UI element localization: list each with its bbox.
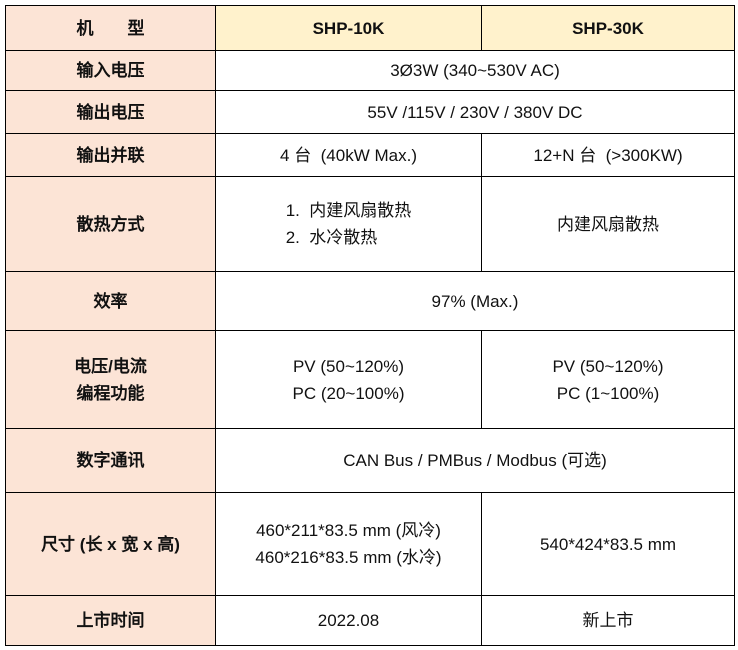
parallel-shp30k: 12+N 台 (>300KW) — [481, 133, 735, 177]
programming-shp10k: PV (50~120%) PC (20~100%) — [215, 330, 482, 429]
model-label: 机 型 — [5, 5, 216, 51]
pv-range: PV (50~120%) — [292, 356, 405, 376]
communication-value: CAN Bus / PMBus / Modbus (可选) — [215, 428, 735, 493]
input-voltage-value: 3Ø3W (340~530V AC) — [215, 50, 735, 91]
row-label-line: 电压/电流 — [74, 356, 147, 376]
efficiency-value: 97% (Max.) — [215, 271, 735, 331]
table-row: 上市时间 2022.08 新上市 — [5, 595, 735, 646]
row-label: 数字通讯 — [5, 428, 216, 493]
dimension-line: 460*216*83.5 mm (水冷) — [255, 548, 442, 567]
table-row: 尺寸 (长 x 宽 x 高) 460*211*83.5 mm (风冷) 460*… — [5, 492, 735, 596]
table-row: 效率 97% (Max.) — [5, 271, 735, 331]
parallel-shp10k: 4 台 (40kW Max.) — [215, 133, 482, 177]
row-label: 输入电压 — [5, 50, 216, 91]
model-shp10k: SHP-10K — [215, 5, 482, 51]
launch-shp30k: 新上市 — [481, 595, 735, 646]
dimensions-shp10k: 460*211*83.5 mm (风冷) 460*216*83.5 mm (水冷… — [215, 492, 482, 596]
spec-table: 机 型 SHP-10K SHP-30K 输入电压 3Ø3W (340~530V … — [5, 5, 735, 646]
table-row: 输出电压 55V /115V / 230V / 380V DC — [5, 90, 735, 134]
row-label-line: 编程功能 — [76, 383, 145, 403]
table-row: 散热方式 1. 内建风扇散热 2. 水冷散热 内建风扇散热 — [5, 176, 735, 272]
list-item: 2. 水冷散热 — [285, 228, 378, 247]
dimension-line: 460*211*83.5 mm (风冷) — [256, 521, 441, 540]
cooling-shp10k: 1. 内建风扇散热 2. 水冷散热 — [215, 176, 482, 272]
launch-shp10k: 2022.08 — [215, 595, 482, 646]
programming-shp30k: PV (50~120%) PC (1~100%) — [481, 330, 735, 429]
cooling-shp30k: 内建风扇散热 — [481, 176, 735, 272]
row-label: 输出并联 — [5, 133, 216, 177]
pc-range: PC (1~100%) — [556, 383, 660, 403]
table-row: 电压/电流 编程功能 PV (50~120%) PC (20~100%) PV … — [5, 330, 735, 429]
table-row: 输出并联 4 台 (40kW Max.) 12+N 台 (>300KW) — [5, 133, 735, 177]
list-item: 1. 内建风扇散热 — [285, 201, 412, 220]
output-voltage-value: 55V /115V / 230V / 380V DC — [215, 90, 735, 134]
row-label: 上市时间 — [5, 595, 216, 646]
table-row: 输入电压 3Ø3W (340~530V AC) — [5, 50, 735, 91]
row-label: 效率 — [5, 271, 216, 331]
pc-range: PC (20~100%) — [292, 383, 405, 403]
table-row: 数字通讯 CAN Bus / PMBus / Modbus (可选) — [5, 428, 735, 493]
pv-range: PV (50~120%) — [552, 356, 664, 376]
header-row: 机 型 SHP-10K SHP-30K — [5, 5, 735, 51]
row-label: 尺寸 (长 x 宽 x 高) — [5, 492, 216, 596]
row-label: 输出电压 — [5, 90, 216, 134]
row-label: 散热方式 — [5, 176, 216, 272]
model-shp30k: SHP-30K — [481, 5, 735, 51]
dimensions-shp30k: 540*424*83.5 mm — [481, 492, 735, 596]
row-label: 电压/电流 编程功能 — [5, 330, 216, 429]
